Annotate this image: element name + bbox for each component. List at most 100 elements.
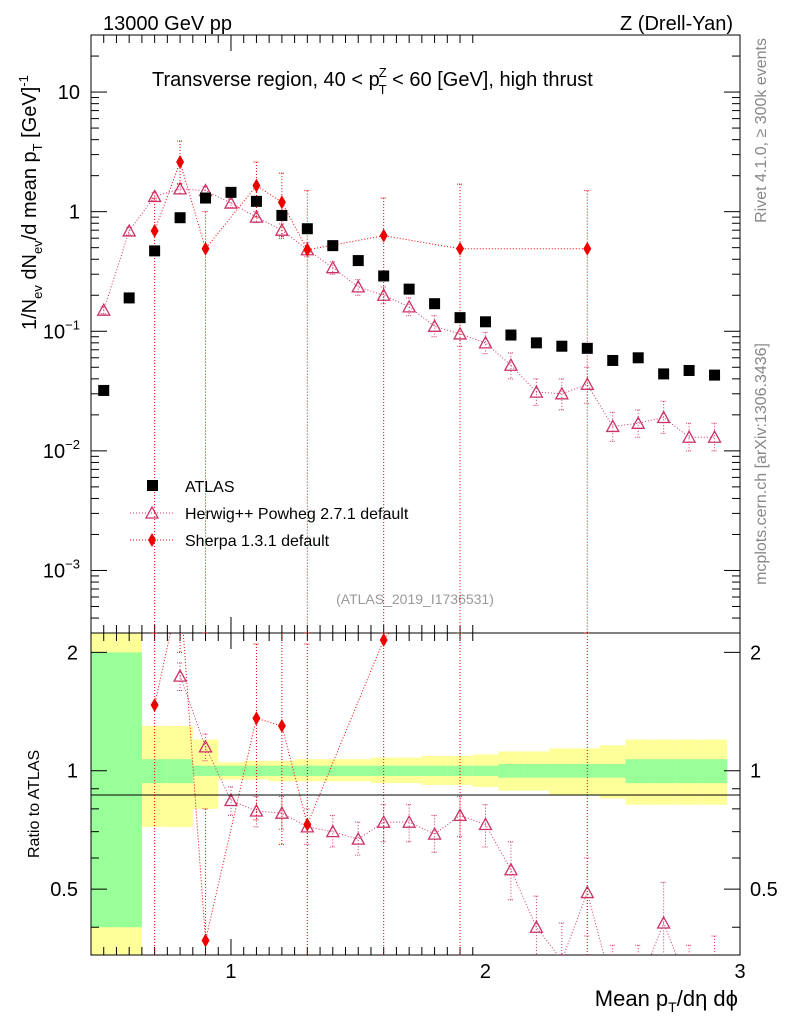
- main-ytick-label: 10−2: [43, 437, 80, 463]
- main-ylabel: 1/Nev dNev/d mean pT [GeV]-1: [16, 75, 45, 330]
- atlas-point: [174, 212, 186, 224]
- herwig-ratio-point: [274, 805, 289, 819]
- main-ytick-label: 10−1: [43, 317, 80, 343]
- herwig-ratio-point: [172, 668, 188, 682]
- sherpa-ratio-point: [303, 817, 312, 832]
- band-inner-15: [472, 765, 499, 776]
- herwig-ratio-point: [427, 826, 442, 840]
- ratio-ytick-label-left: 2: [67, 642, 78, 664]
- herwig-main-point: [478, 335, 493, 349]
- main-ytick-label: 10−3: [43, 556, 80, 582]
- x-axis-label: Mean pT/dη dϕ: [595, 986, 738, 1015]
- herwig-ratio-point: [223, 793, 239, 807]
- ratio-ytick-label-right: 0.5: [750, 879, 778, 901]
- band-inner-12: [396, 765, 422, 776]
- herwig-ratio-point: [560, 952, 564, 955]
- band-inner-11: [370, 765, 397, 776]
- sherpa-main-point: [150, 223, 159, 238]
- atlas-point: [403, 283, 415, 295]
- band-inner-24: [701, 759, 728, 784]
- header-process: Z (Drell-Yan): [620, 13, 733, 35]
- herwig-main-point: [402, 299, 417, 313]
- atlas-point: [327, 240, 339, 252]
- atlas-point: [581, 342, 593, 354]
- atlas-point: [225, 186, 237, 198]
- atlas-point: [149, 245, 161, 257]
- main-ytick-label: 10: [58, 82, 80, 104]
- band-inner-3: [167, 759, 193, 784]
- atlas-point: [352, 255, 364, 267]
- herwig-ratio-point: [452, 808, 468, 822]
- band-inner-19: [574, 764, 601, 778]
- band-inner-13: [421, 765, 448, 776]
- herwig-ratio-point: [656, 915, 671, 929]
- atlas-point: [530, 337, 542, 349]
- herwig-ratio-point: [503, 862, 519, 876]
- sherpa-main-point: [379, 228, 388, 243]
- atlas-point: [301, 223, 313, 235]
- band-inner-1: [116, 652, 142, 928]
- atlas-point: [479, 316, 491, 328]
- ratio-ytick-label-right: 1: [750, 761, 761, 783]
- atlas-point: [378, 270, 390, 282]
- herwig-ratio-line: [179, 675, 677, 955]
- band-inner-14: [447, 765, 473, 776]
- atlas-point: [709, 369, 721, 381]
- herwig-main-point: [96, 302, 111, 316]
- ratio-ylabel: Ratio to ATLAS: [26, 750, 43, 858]
- ratio-uncertainty-bands: [91, 633, 728, 955]
- herwig-main-point: [631, 415, 646, 429]
- herwig-ratio-point: [198, 739, 213, 753]
- herwig-main-point: [707, 429, 722, 443]
- ratio-series-layer: [150, 582, 718, 955]
- ratio-y-tick-labels: 0.5 0.5 1 1 2 2: [50, 642, 778, 901]
- band-inner-5: [218, 765, 244, 776]
- sherpa-main-point: [303, 242, 312, 257]
- atlas-point: [250, 195, 262, 207]
- atlas-point: [200, 192, 212, 204]
- herwig-main-point: [172, 181, 188, 195]
- legend-label-herwig: Herwig++ Powheg 2.7.1 default: [185, 506, 409, 523]
- sherpa-main-point: [201, 241, 210, 256]
- band-inner-10: [345, 765, 371, 776]
- main-series-layer: [96, 140, 722, 634]
- band-inner-17: [523, 764, 550, 778]
- header-collision: 13000 GeV pp: [103, 13, 232, 35]
- sherpa-ratio-point: [176, 582, 184, 596]
- herwig-main-point: [351, 279, 366, 293]
- sherpa-ratio-point: [150, 697, 159, 712]
- herwig-ratio-point: [402, 814, 417, 828]
- xtick-label: 3: [734, 961, 745, 983]
- atlas-point: [556, 340, 568, 352]
- band-inner-23: [676, 759, 702, 784]
- herwig-ratio-point: [325, 824, 340, 838]
- herwig-ratio-point: [351, 831, 366, 845]
- x-tick-labels: 1 2 3: [225, 961, 745, 983]
- rivet-label: Rivet 4.1.0, ≥ 300k events: [753, 38, 770, 223]
- herwig-main-point: [122, 223, 137, 237]
- atlas-point: [632, 352, 644, 364]
- main-title: Transverse region, 40 < pZ T < 60 [GeV], …: [152, 65, 593, 97]
- atlas-point: [123, 292, 135, 304]
- band-inner-22: [650, 759, 677, 784]
- sherpa-ratio-point: [201, 933, 210, 948]
- atlas-point: [658, 368, 670, 380]
- herwig-main-point: [656, 410, 671, 424]
- mcplots-label: mcplots.cern.ch [arXiv:1306.3436]: [753, 343, 770, 585]
- atlas-point: [454, 312, 466, 324]
- herwig-main-point: [554, 386, 569, 400]
- atlas-point: [607, 354, 619, 366]
- atlas-point: [98, 384, 110, 396]
- sherpa-main-point: [583, 241, 592, 256]
- band-inner-0: [91, 652, 117, 928]
- sherpa-main-line: [154, 160, 588, 251]
- band-inner-7: [269, 765, 295, 776]
- legend-marker-herwig: [144, 505, 160, 519]
- ratio-frame: [90, 632, 741, 956]
- legend-label-atlas: ATLAS: [185, 479, 235, 496]
- xtick-label: 2: [480, 961, 491, 983]
- herwig-main-point: [682, 429, 697, 443]
- sherpa-ratio-point: [277, 718, 286, 733]
- herwig-main-point: [452, 326, 468, 340]
